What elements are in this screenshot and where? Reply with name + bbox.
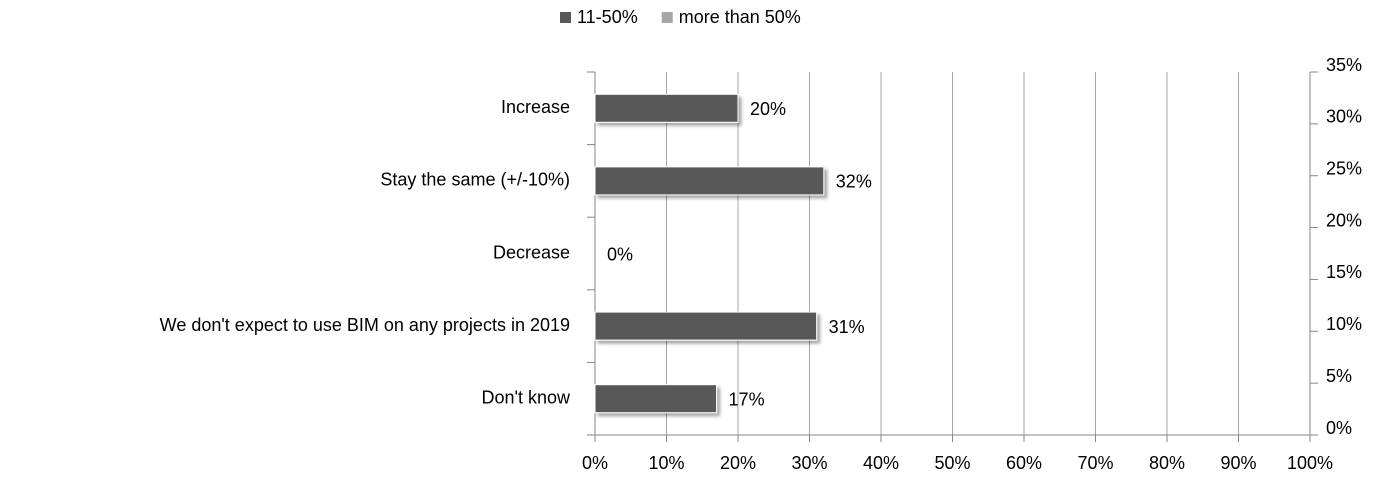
x-tick-label: 50% [934, 453, 970, 473]
category-label: We don't expect to use BIM on any projec… [160, 315, 570, 335]
x-tick-label: 100% [1287, 453, 1333, 473]
bar [594, 384, 718, 414]
y2-tick-label: 0% [1326, 418, 1352, 438]
category-label: Stay the same (+/-10%) [380, 170, 570, 190]
x-tick-label: 0% [582, 453, 608, 473]
legend-swatch [661, 12, 673, 23]
legend-label: 11-50% [577, 7, 638, 27]
legend-swatch [560, 12, 571, 23]
y2-tick-label: 20% [1326, 210, 1362, 230]
value-label: 20% [750, 99, 786, 119]
value-label: 31% [829, 317, 865, 337]
category-label: Increase [501, 97, 570, 117]
value-label: 17% [729, 389, 765, 409]
x-tick-label: 90% [1220, 453, 1256, 473]
bar [594, 93, 739, 123]
category-label: Don't know [482, 387, 571, 407]
category-label: Decrease [493, 242, 570, 262]
x-tick-label: 10% [648, 453, 684, 473]
x-tick-label: 20% [720, 453, 756, 473]
y2-tick-label: 25% [1326, 158, 1362, 178]
x-tick-label: 70% [1077, 453, 1113, 473]
value-label: 32% [836, 172, 872, 192]
x-tick-label: 30% [791, 453, 827, 473]
value-label: 0% [607, 244, 633, 264]
y2-tick-label: 5% [1326, 366, 1352, 386]
x-tick-label: 40% [863, 453, 899, 473]
y2-tick-label: 35% [1326, 55, 1362, 75]
bar [594, 166, 825, 196]
y2-tick-label: 15% [1326, 262, 1362, 282]
y2-tick-label: 30% [1326, 107, 1362, 127]
x-tick-label: 80% [1149, 453, 1185, 473]
x-tick-label: 60% [1006, 453, 1042, 473]
bar [594, 311, 818, 341]
legend-label: more than 50% [679, 7, 801, 27]
y2-tick-label: 10% [1326, 314, 1362, 334]
